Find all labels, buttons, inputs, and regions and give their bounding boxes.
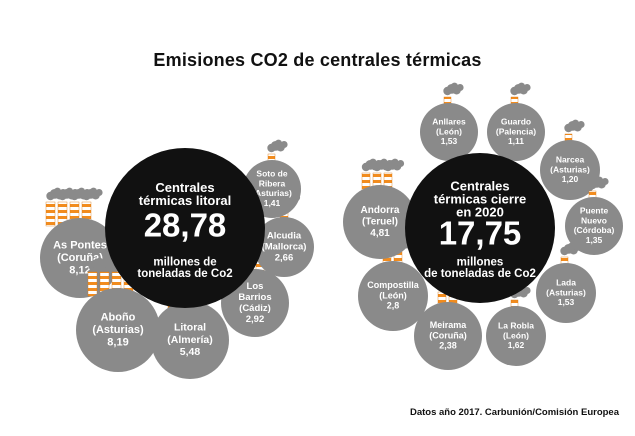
plant-circle: [151, 301, 229, 379]
summary-unit: toneladas de Co2: [137, 268, 232, 280]
plant-label: (Coruña): [429, 330, 467, 340]
smoke-icon: [267, 139, 288, 153]
plant-label: 1,62: [508, 340, 525, 350]
plant-label: 2,92: [246, 314, 265, 325]
plant-label: Anllares: [432, 116, 466, 126]
plant-label: Litoral: [174, 322, 206, 334]
summary-unit: millones: [457, 256, 504, 268]
plant-label: 4,81: [370, 228, 390, 239]
smoke-icon: [510, 82, 531, 96]
smoke-icon: [564, 119, 585, 133]
plant-circle: [540, 140, 600, 200]
summary-headline: térmicas cierre: [434, 191, 527, 206]
plant-label: (Coruña): [57, 252, 103, 264]
plant-label: Narcea: [556, 154, 585, 164]
plant-label: Andorra: [361, 205, 400, 216]
source-footnote: Datos año 2017. Carbunión/Comisión Europ…: [409, 407, 619, 418]
plant-label: La Robla: [498, 320, 534, 330]
plant-label: (León): [436, 126, 462, 136]
plant-label: 1,35: [586, 235, 603, 245]
plant-label: 2,38: [439, 341, 457, 351]
plant-label: (Asturias): [92, 324, 144, 336]
summary-headline: Centrales: [155, 180, 214, 195]
plant-circle: [536, 263, 596, 323]
plant-circle: [420, 103, 478, 161]
group-cierre: Anllares(León)1,53Guardo(Palencia)1,11Na…: [343, 82, 623, 370]
plant-label: 8,19: [107, 337, 128, 349]
plant-label: Lada: [556, 277, 576, 287]
plant-label: 5,48: [180, 346, 201, 358]
plant-label: (Cádiz): [239, 303, 271, 314]
page-title: Emisiones CO2 de centrales térmicas: [153, 50, 482, 70]
plant-circle: [565, 197, 623, 255]
plant-label: (Palencia): [496, 126, 536, 136]
plant-circle: [358, 261, 428, 331]
plant-label: (Asturias): [252, 188, 292, 198]
smoke-icon: [588, 176, 609, 190]
smoke-icon: [383, 158, 405, 172]
plant-label: (Asturias): [546, 287, 586, 297]
plant-circle: [487, 103, 545, 161]
smoke-icon: [372, 158, 394, 172]
plant-circle: [76, 288, 160, 372]
chimney-icon: [81, 187, 103, 227]
plant-anllares: Anllares(León)1,53: [420, 82, 478, 161]
plant-label: 1,11: [508, 136, 524, 146]
summary-circle: [105, 148, 265, 308]
plant-label: 1,20: [562, 174, 579, 184]
plant-label: Guardo: [501, 116, 531, 126]
plant-label: Ribera: [259, 178, 286, 188]
plant-andorra: Andorra(Teruel)4,81: [343, 158, 417, 259]
summary-headline: en 2020: [456, 204, 504, 219]
plant-label: 2,66: [275, 252, 294, 263]
summary-total: 28,78: [144, 207, 227, 244]
plant-label: (Córdoba): [574, 225, 615, 235]
plant-label: 8,12: [69, 265, 90, 277]
plant-label: (Mallorca): [262, 242, 307, 253]
smoke-icon: [82, 187, 103, 201]
plant-label: (Asturias): [550, 164, 590, 174]
plant-label: 2,8: [387, 301, 400, 311]
chimney-icon: [383, 158, 405, 194]
plant-label: Meirama: [430, 320, 468, 330]
plant-label: Soto de: [256, 169, 287, 179]
plant-circle: [414, 302, 482, 370]
plant-label: Los: [247, 281, 264, 292]
plant-label: 1,41: [264, 198, 281, 208]
plant-label: Barrios: [238, 292, 271, 303]
summary-unit: de toneladas de Co2: [424, 268, 536, 280]
plant-circle: [254, 217, 314, 277]
plant-label: (Teruel): [362, 217, 398, 228]
plant-narcea: Narcea(Asturias)1,20: [540, 119, 600, 200]
plant-label: As Pontes: [53, 239, 107, 251]
plant-guardo: Guardo(Palencia)1,11: [487, 82, 545, 161]
plant-circle: [486, 306, 546, 366]
summary-headline: térmicas litoral: [139, 193, 232, 208]
plant-label: Nuevo: [581, 215, 607, 225]
plant-label: (León): [379, 290, 407, 300]
chimney-icon: [69, 187, 91, 227]
plant-lada: Lada(Asturias)1,53: [536, 242, 596, 323]
plant-label: Compostilla: [367, 280, 419, 290]
summary-circle: [405, 153, 555, 303]
chimney-icon: [372, 158, 394, 194]
plant-circle: [343, 185, 417, 259]
plant-label: 1,53: [558, 297, 575, 307]
smoke-icon: [560, 242, 581, 256]
plant-label: (León): [503, 330, 529, 340]
plant-label: Alcudia: [267, 231, 302, 242]
plant-label: (Almería): [167, 334, 213, 346]
smoke-icon: [443, 82, 464, 96]
plant-label: Aboño: [101, 311, 136, 323]
summary-total: 17,75: [439, 215, 522, 252]
group-litoral: As Pontes(Coruña)8,12Aboño(Asturias)8,19…: [40, 139, 314, 379]
plant-label: 1,53: [441, 136, 458, 146]
summary-headline: Centrales: [450, 178, 509, 193]
plant-label: Puente: [580, 206, 609, 216]
summary-unit: millones de: [153, 256, 216, 268]
